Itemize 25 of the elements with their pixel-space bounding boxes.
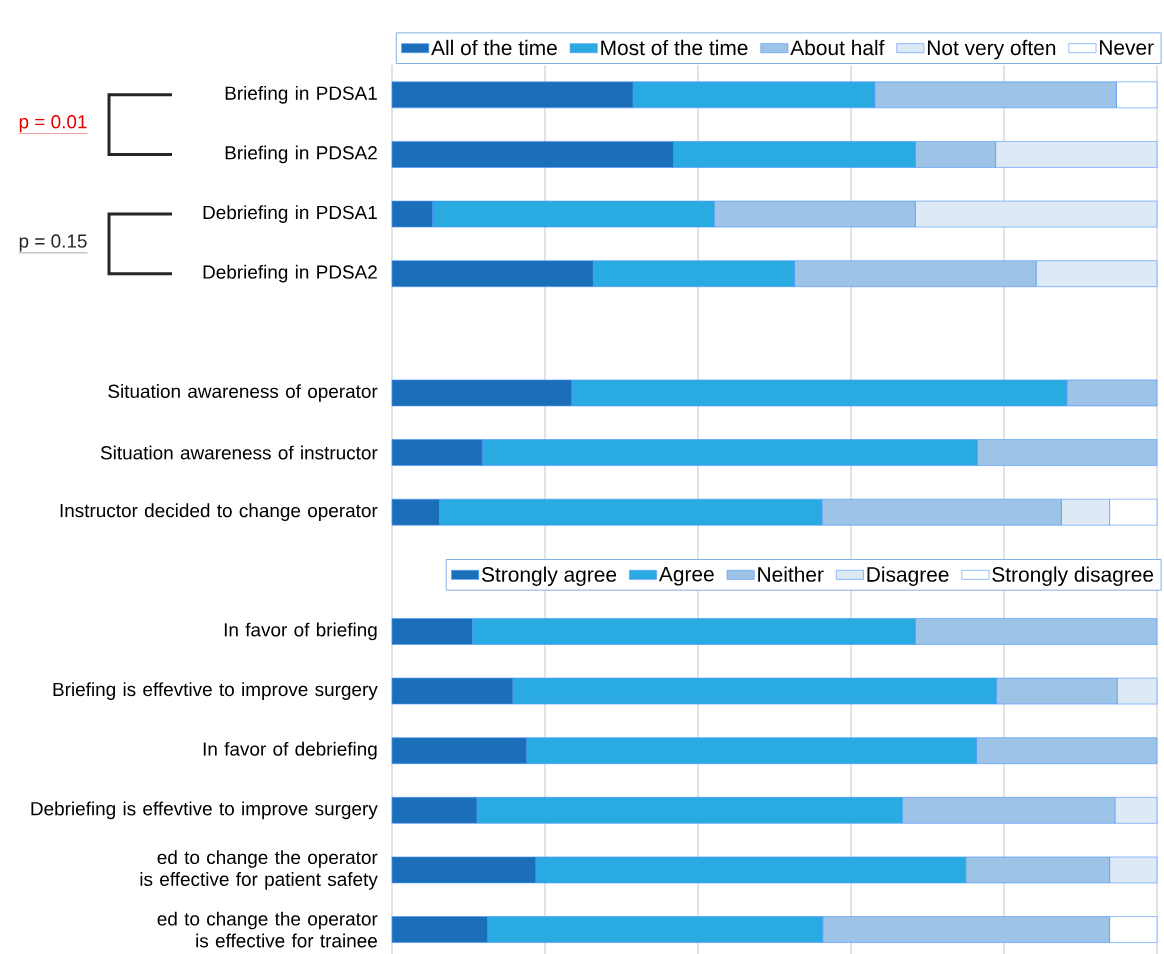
- legend-label: Neither: [758, 566, 824, 582]
- text: p = 0.01: [19, 115, 87, 133]
- y-tick-label: In favor of briefing: [224, 622, 377, 641]
- y-tick-label: Briefing in PDSA2: [225, 145, 377, 164]
- y-tick-label: Debriefing in PDSA1: [203, 205, 377, 223]
- y-tick-label: Situation awareness of instructor: [100, 445, 378, 460]
- legend-label: Strongly agree: [481, 566, 617, 587]
- y-tick-label: Debriefing in PDSA2: [203, 264, 377, 283]
- y-tick-label: ed to change the operator is effective for patient safety: [140, 850, 378, 890]
- legend-label: Strongly disagree: [992, 566, 1154, 587]
- y-tick-label: In favor of debriefing: [203, 741, 377, 760]
- legend-label: Not very often: [927, 39, 1056, 60]
- y-tick-label: Situation awareness of operator: [108, 384, 378, 402]
- text: p = 0.15: [19, 234, 87, 252]
- legend-label: All of the time: [431, 39, 557, 56]
- y-tick-label: Briefing is effevtive to improve surgery: [53, 682, 378, 700]
- y-tick-label: ed to change the operator is effective for trainee: [157, 911, 378, 948]
- y-tick-label: Briefing in PDSA1: [225, 86, 377, 104]
- legend-label: Disagree: [867, 566, 949, 587]
- legend-label: Most of the time: [601, 39, 748, 56]
- legend-label: Agree: [658, 566, 714, 586]
- legend-label: Never: [1100, 40, 1154, 55]
- legend-label: About half: [790, 39, 885, 56]
- y-tick-label: Debriefing is effevtive to improve surgery: [31, 801, 378, 820]
- y-tick-label: Instructor decided to change operator: [60, 503, 378, 522]
